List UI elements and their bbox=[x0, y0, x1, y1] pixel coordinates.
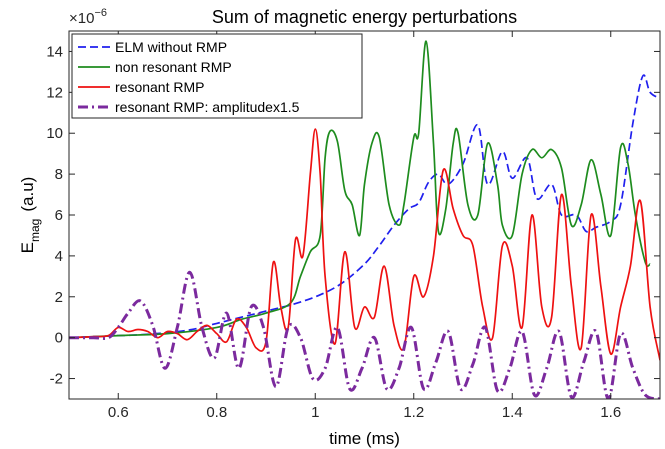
y-axis: -2 0 2 4 6 8 10 12 14 bbox=[46, 43, 660, 388]
series-line-2 bbox=[69, 40, 651, 339]
y-tick-label: 2 bbox=[55, 289, 63, 306]
legend-label-4: resonant RMP: amplitudex1.5 bbox=[115, 99, 300, 115]
y-tick-label: 4 bbox=[55, 248, 63, 265]
y-axis-title: Emag (a.u) bbox=[18, 177, 42, 254]
y-tick-label: 8 bbox=[55, 166, 63, 183]
y-axis-title-base: E bbox=[18, 242, 37, 253]
series-line-1 bbox=[69, 74, 660, 339]
y-tick-label: 12 bbox=[46, 84, 63, 101]
legend-label-3: resonant RMP bbox=[115, 79, 204, 95]
legend-box bbox=[71, 33, 363, 119]
x-tick-label: 1 bbox=[311, 404, 319, 421]
y-exponent-label: ×10−6 bbox=[69, 7, 107, 27]
x-axis: 0.6 0.8 1 1.2 1.4 1.6 bbox=[108, 31, 621, 421]
x-tick-label: 0.6 bbox=[108, 404, 129, 421]
x-tick-label: 1.4 bbox=[502, 404, 523, 421]
legend: ELM without RMP non resonant RMP resonant … bbox=[71, 33, 363, 119]
legend-label-2: non resonant RMP bbox=[115, 59, 232, 75]
y-exponent-power: −6 bbox=[94, 7, 107, 19]
y-axis-title-unit: (a.u) bbox=[18, 177, 37, 212]
chart-title: Sum of magnetic energy perturbations bbox=[212, 7, 517, 27]
legend-label-1: ELM without RMP bbox=[115, 39, 227, 55]
y-exponent-base: ×10 bbox=[69, 10, 94, 27]
series-line-3 bbox=[69, 128, 660, 361]
y-tick-label: 6 bbox=[55, 207, 63, 224]
x-tick-label: 1.2 bbox=[403, 404, 424, 421]
x-tick-label: 0.8 bbox=[206, 404, 227, 421]
x-axis-title: time (ms) bbox=[329, 429, 400, 448]
y-tick-label: 14 bbox=[46, 43, 63, 60]
y-tick-label: -2 bbox=[50, 371, 63, 388]
series-line-4 bbox=[69, 270, 660, 399]
y-tick-label: 0 bbox=[55, 330, 63, 347]
x-tick-label: 1.6 bbox=[600, 404, 621, 421]
y-axis-title-subscript: mag bbox=[28, 219, 42, 242]
y-tick-label: 10 bbox=[46, 125, 63, 142]
series-layer bbox=[69, 40, 660, 399]
